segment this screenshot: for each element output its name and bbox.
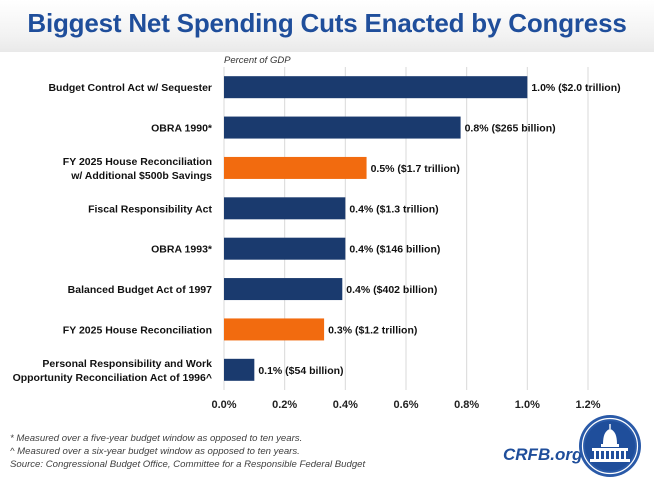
bar	[224, 278, 343, 301]
data-label: 0.5% ($1.7 trillion)	[371, 163, 460, 175]
x-tick-label: 1.0%	[515, 399, 540, 411]
category-label: w/ Additional $500b Savings	[70, 170, 212, 182]
bar-chart: Percent of GDP 0.0% 0.2% 0.4% 0.6% 0.8% 1.0% 1.…	[13, 55, 621, 411]
x-tick-label: 1.2%	[575, 399, 600, 411]
crfb-link[interactable]: CRFB.org	[503, 445, 583, 464]
category-label: FY 2025 House Reconciliation	[63, 324, 212, 336]
category-label: OBRA 1993*	[151, 244, 213, 256]
category-label: Balanced Budget Act of 1997	[68, 284, 212, 296]
footnotes: * Measured over a five-year budget windo…	[10, 432, 365, 471]
category-label: Personal Responsibility and Work	[42, 358, 212, 370]
bar	[224, 197, 346, 220]
bar	[224, 76, 528, 99]
x-tick-label: 0.0%	[211, 399, 236, 411]
footnote-six-year: ^ Measured over a six-year budget window…	[10, 446, 300, 457]
category-label: OBRA 1990*	[151, 123, 213, 135]
x-tick-label: 0.4%	[333, 399, 358, 411]
category-label: Budget Control Act w/ Sequester	[48, 82, 212, 94]
chart-title: Biggest Net Spending Cuts Enacted by Con…	[27, 8, 627, 38]
data-label: 0.8% ($265 billion)	[465, 123, 556, 135]
data-label: 1.0% ($2.0 trillion)	[531, 82, 620, 94]
x-tick-label: 0.6%	[393, 399, 418, 411]
data-label: 0.4% ($146 billion)	[349, 244, 440, 256]
axis-title: Percent of GDP	[224, 55, 291, 66]
data-label: 0.1% ($54 billion)	[258, 365, 343, 377]
bar	[224, 116, 461, 139]
capitol-dome-seal-icon	[579, 415, 641, 477]
bar	[224, 318, 325, 341]
x-tick-label: 0.2%	[272, 399, 297, 411]
data-label: 0.3% ($1.2 trillion)	[328, 324, 417, 336]
title-band	[0, 0, 654, 52]
data-label: 0.4% ($1.3 trillion)	[349, 203, 438, 215]
bar	[224, 156, 367, 179]
data-label: 0.4% ($402 billion)	[346, 284, 437, 296]
category-label: Opportunity Reconciliation Act of 1996^	[13, 372, 212, 384]
footnote-source: Source: Congressional Budget Office, Com…	[10, 459, 366, 470]
category-label: FY 2025 House Reconciliation	[63, 156, 212, 168]
bar	[224, 358, 255, 381]
bar	[224, 237, 346, 260]
footnote-five-year: * Measured over a five-year budget windo…	[10, 433, 303, 444]
x-tick-label: 0.8%	[454, 399, 479, 411]
category-label: Fiscal Responsibility Act	[88, 203, 212, 215]
